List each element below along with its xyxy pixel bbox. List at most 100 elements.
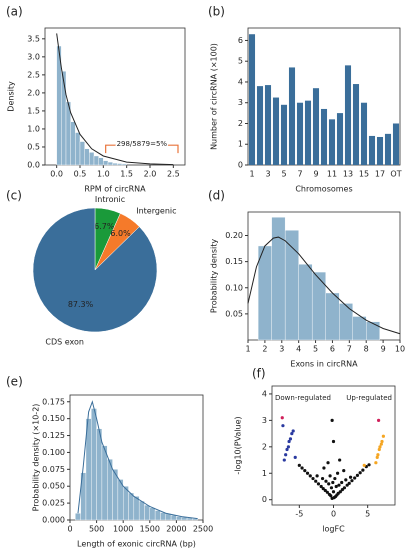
x-tick-label: 3 <box>265 170 270 179</box>
y-tick-label: 0.100 <box>42 448 65 457</box>
point <box>300 466 304 470</box>
hist-bar <box>103 160 109 166</box>
hist-bar <box>96 428 103 521</box>
point <box>355 473 360 477</box>
slice-label: Intronic <box>95 195 125 204</box>
hist-bar <box>75 513 81 521</box>
slice-label: Intergenic <box>136 206 176 215</box>
point <box>297 463 301 467</box>
x-axis-title: Length of exonic circRNA (bp) <box>77 540 196 549</box>
point <box>330 418 334 422</box>
hist-bar <box>298 264 313 341</box>
point <box>321 487 325 491</box>
hist-bar <box>122 486 129 521</box>
point <box>286 445 290 449</box>
bar <box>344 65 352 165</box>
panel-label: (e) <box>6 375 23 389</box>
point <box>336 471 340 475</box>
bar <box>256 86 264 165</box>
x-tick-label: 10 <box>395 345 405 354</box>
y-tick-label: 1.0 <box>27 124 40 133</box>
x-tick-label: 7 <box>347 345 352 354</box>
point <box>378 445 382 449</box>
point <box>338 458 342 462</box>
x-tick-label: 500 <box>89 525 104 534</box>
bar <box>384 133 392 165</box>
x-tick-label: 9 <box>381 345 386 354</box>
point <box>379 442 383 446</box>
bar <box>304 100 312 165</box>
hist-bar <box>170 515 177 521</box>
point <box>324 479 328 483</box>
y-tick-label: 6 <box>238 36 243 45</box>
slice-label: CDS exon <box>45 337 84 346</box>
x-tick-label: 15 <box>359 170 369 179</box>
y-tick-label: 0.125 <box>42 431 65 440</box>
hist-bar <box>160 512 166 521</box>
point <box>331 490 336 494</box>
point <box>326 461 330 465</box>
point <box>334 484 338 489</box>
y-tick-label: 3.0 <box>27 52 40 61</box>
hist-bar <box>101 445 108 521</box>
x-tick-label: 17 <box>375 170 385 179</box>
point <box>377 418 381 422</box>
plot-frame <box>271 385 396 506</box>
point <box>311 476 315 481</box>
bar <box>296 102 304 165</box>
point <box>380 439 384 444</box>
point <box>280 416 284 420</box>
point <box>331 439 336 444</box>
point <box>350 479 354 483</box>
bar <box>288 67 296 165</box>
bar <box>280 104 288 165</box>
y-tick-label: 3 <box>238 98 243 107</box>
bar <box>312 88 320 165</box>
x-tick-label: 1.5 <box>120 170 133 179</box>
slice-value: 6.0% <box>110 229 131 238</box>
point <box>290 432 294 436</box>
point <box>340 488 344 492</box>
point <box>347 481 351 485</box>
point <box>338 490 342 494</box>
annotation: 298/5879=5% <box>117 140 168 148</box>
point <box>282 458 286 462</box>
x-tick-label: 1.0 <box>97 170 110 179</box>
hist-bar <box>149 507 156 521</box>
density-curve <box>77 400 198 520</box>
x-tick-label: 5 <box>313 345 318 354</box>
point <box>358 471 362 475</box>
point <box>285 447 289 452</box>
hist-bar <box>112 162 118 166</box>
point <box>314 479 318 483</box>
x-tick-label: 1 <box>245 345 250 354</box>
bar <box>272 97 280 165</box>
x-tick-label: 5 <box>365 510 370 519</box>
point <box>353 476 357 480</box>
point <box>327 482 331 486</box>
y-tick-label: 2 <box>238 119 243 128</box>
hist-bar <box>257 245 272 341</box>
hist-bar <box>117 163 123 166</box>
x-tick-label: -5 <box>295 510 303 519</box>
panel-label: (f) <box>252 367 266 381</box>
slice-value: 87.3% <box>68 300 94 309</box>
x-tick-label: 1500 <box>140 525 160 534</box>
bar <box>368 135 376 165</box>
y-tick-label: 0.150 <box>42 414 65 423</box>
y-tick-label: 2.5 <box>27 70 40 79</box>
x-tick-label: 2500 <box>193 525 213 534</box>
hist-bar <box>128 492 135 521</box>
point <box>293 455 297 459</box>
point <box>323 488 327 493</box>
bar <box>320 108 328 165</box>
bar <box>264 85 272 165</box>
x-tick-label: 5 <box>281 170 286 179</box>
point <box>340 480 344 485</box>
hist-bar <box>339 303 353 341</box>
x-tick-label: 2 <box>262 345 267 354</box>
hist-bar <box>154 510 161 521</box>
y-tick-label: 0.075 <box>42 465 65 474</box>
y-tick-label: 3 <box>262 416 267 425</box>
point <box>328 474 332 478</box>
